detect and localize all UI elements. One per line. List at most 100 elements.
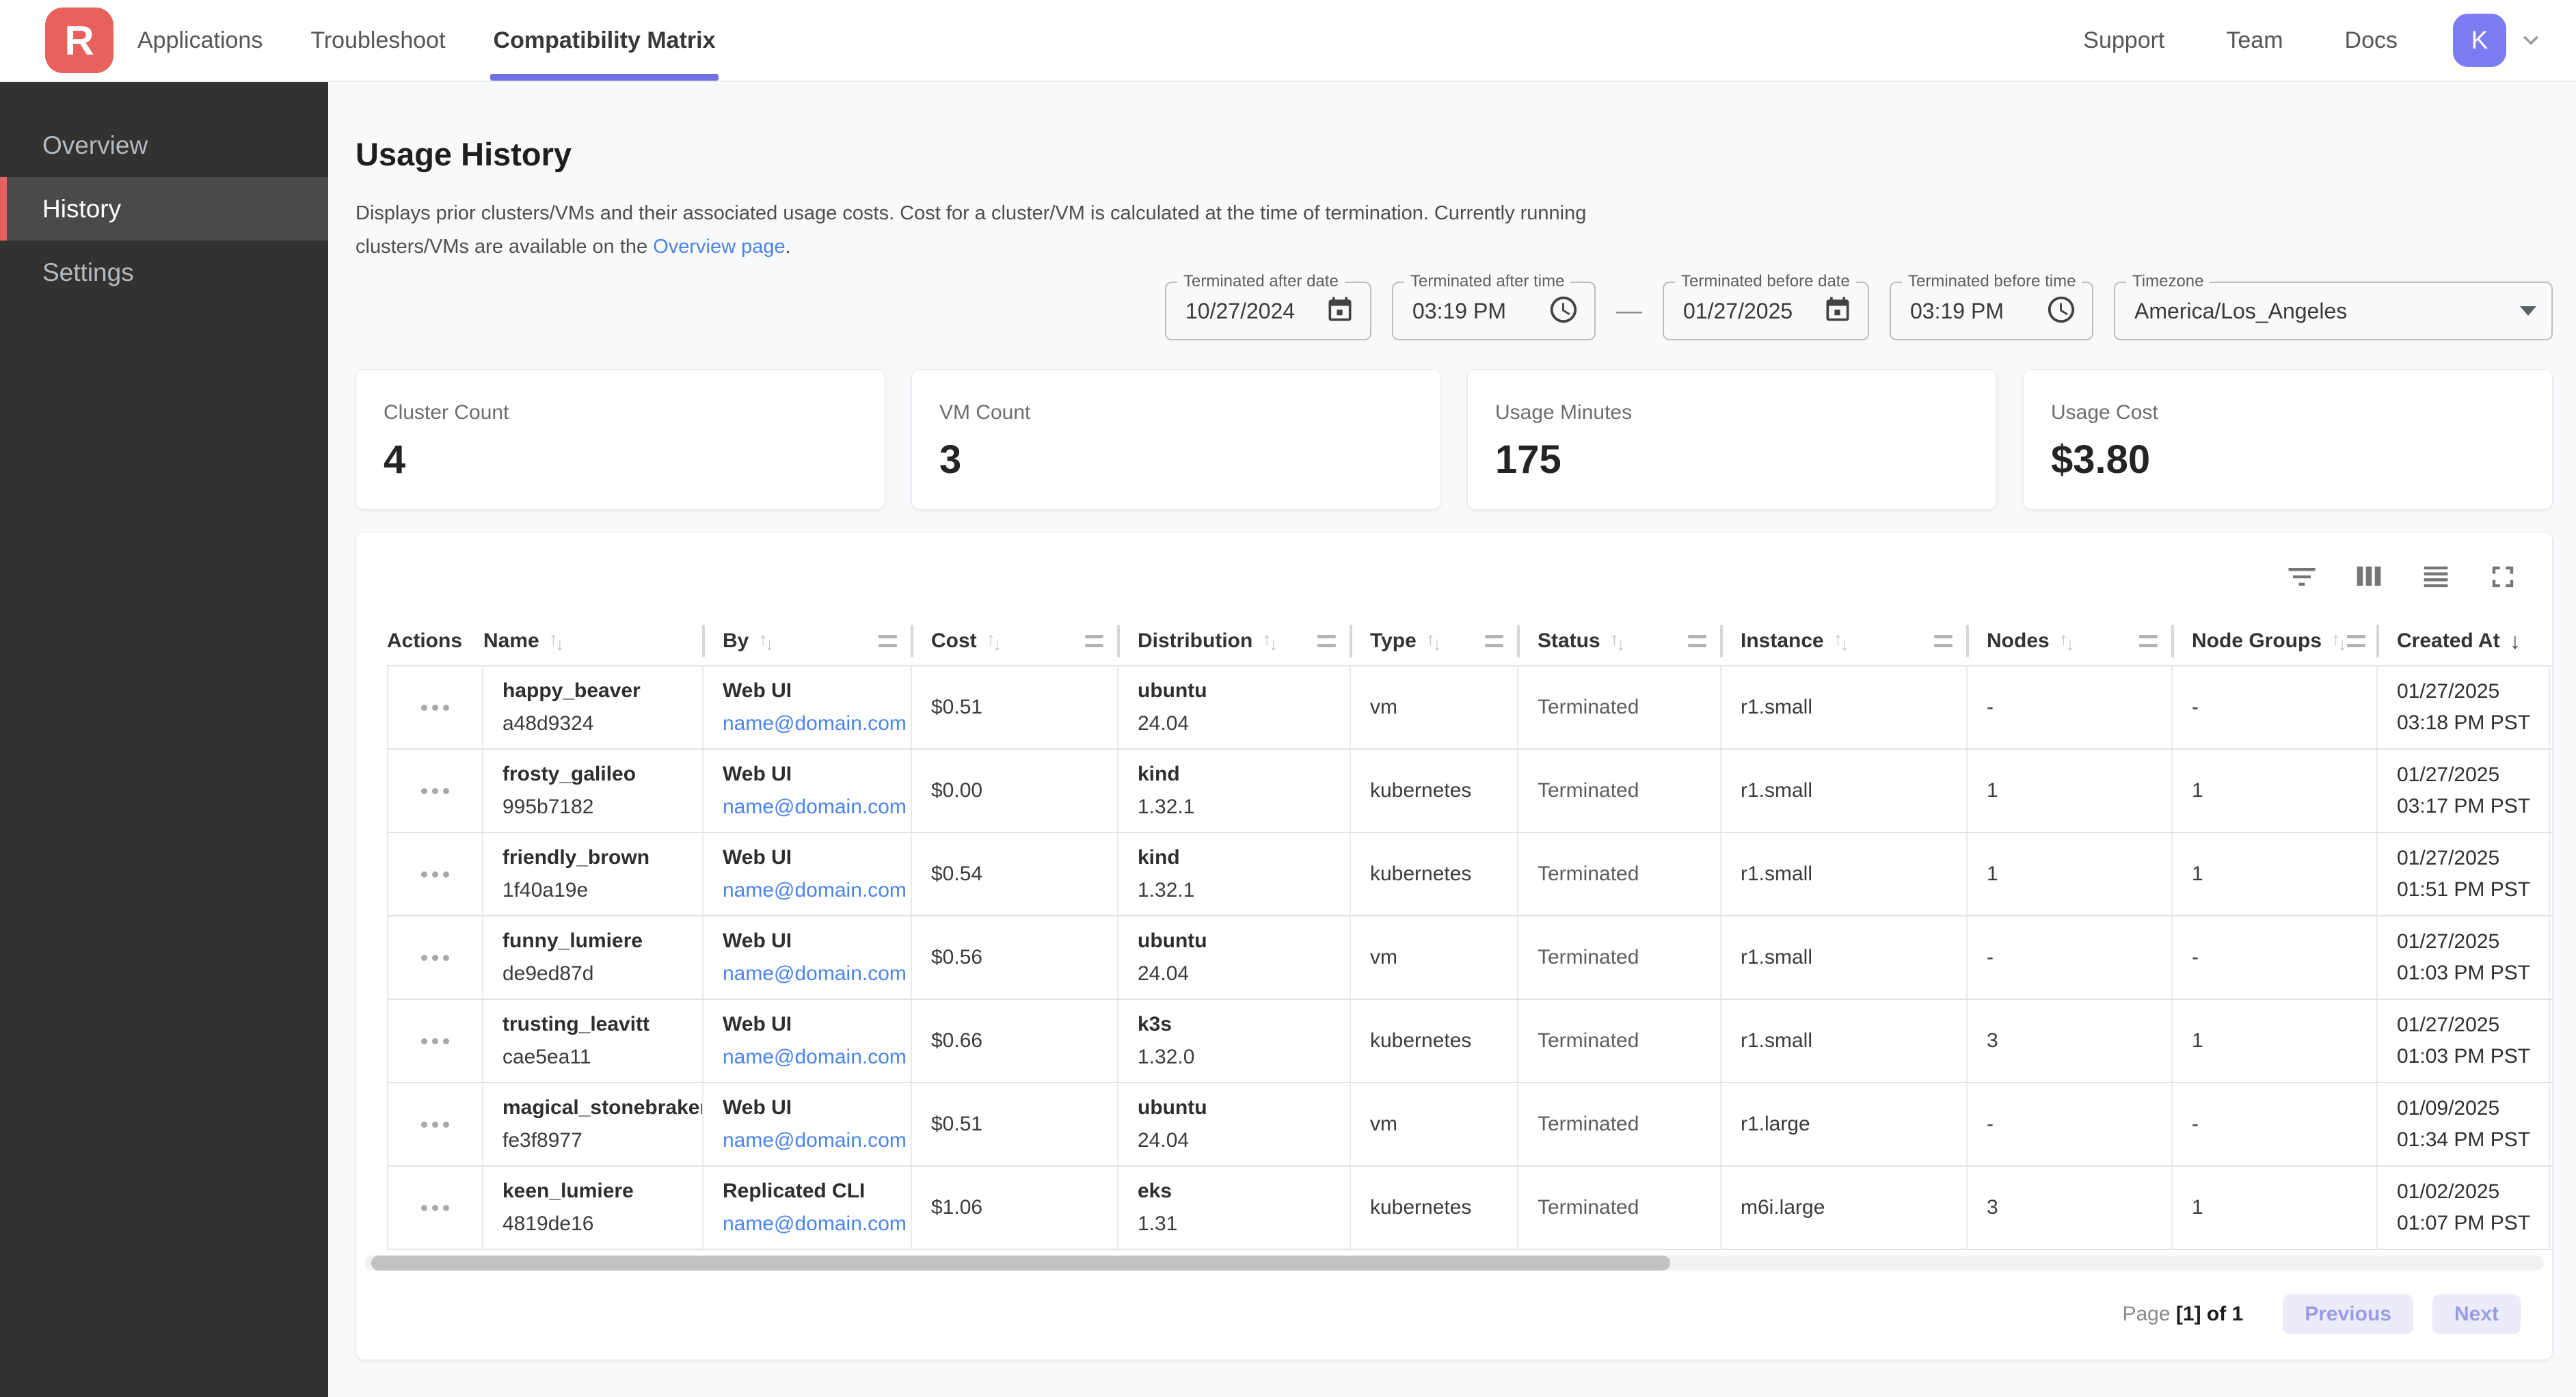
row-actions-button[interactable] <box>387 917 483 999</box>
email-link[interactable]: name@domain.com <box>723 796 907 818</box>
column-menu-icon[interactable] <box>1485 635 1503 647</box>
row-actions-button[interactable] <box>387 1167 483 1249</box>
column-header-name[interactable]: Name ↑ ↓ <box>483 617 705 665</box>
column-separator[interactable] <box>2376 625 2379 657</box>
density-icon[interactable] <box>2418 559 2454 598</box>
columns-icon[interactable] <box>2351 559 2387 598</box>
row-actions-button[interactable] <box>387 666 483 748</box>
clock-icon[interactable] <box>1548 294 1579 329</box>
column-menu-icon[interactable] <box>1688 635 1706 647</box>
column-separator[interactable] <box>1966 625 1969 657</box>
horizontal-scrollbar-thumb[interactable] <box>371 1256 1670 1271</box>
nav-item-compatibility-matrix[interactable]: Compatibility Matrix <box>470 0 740 81</box>
email-link[interactable]: name@domain.com <box>723 1212 907 1235</box>
clock-icon[interactable] <box>2045 294 2077 329</box>
column-header-cost[interactable]: Cost ↑ ↓ <box>912 617 1120 665</box>
cell-by: Web UI name@domain.com <box>703 1083 912 1165</box>
sort-icon: ↑ ↓ <box>2331 628 2348 654</box>
row-actions-button[interactable] <box>387 750 483 832</box>
column-menu-icon[interactable] <box>1085 635 1103 647</box>
next-page-button[interactable]: Next <box>2432 1294 2521 1334</box>
column-separator[interactable] <box>2171 625 2174 657</box>
terminated-after-time-field[interactable]: Terminated after time 03:19 PM <box>1392 272 1596 340</box>
sidebar-item-overview[interactable]: Overview <box>42 131 148 159</box>
cell-created-at: 01/27/2025 03:17 PM PST <box>2378 750 2550 832</box>
nav-item-troubleshoot[interactable]: Troubleshoot <box>310 27 446 53</box>
column-separator[interactable] <box>1350 625 1352 657</box>
top-navbar: R Applications Troubleshoot Compatibilit… <box>0 0 2576 82</box>
cell-name: frosty_galileo 995b7182 <box>483 750 703 832</box>
terminated-before-time-field[interactable]: Terminated before time 03:19 PM <box>1890 272 2093 340</box>
user-avatar[interactable]: K <box>2453 14 2506 67</box>
column-separator[interactable] <box>911 625 913 657</box>
sidebar: Overview History Settings <box>0 82 328 1397</box>
cell-status: Terminated <box>1518 1167 1721 1249</box>
column-header-distribution[interactable]: Distribution ↑ ↓ <box>1118 617 1352 665</box>
nav-link-support[interactable]: Support <box>2083 27 2165 53</box>
column-separator[interactable] <box>1117 625 1120 657</box>
nav-link-team[interactable]: Team <box>2226 27 2283 53</box>
chevron-down-icon[interactable] <box>2516 25 2546 55</box>
column-separator[interactable] <box>1517 625 1520 657</box>
filter-icon[interactable] <box>2284 559 2320 598</box>
usage-table-card: Actions Name ↑ ↓ By ↑ ↓ Cost ↑ ↓ Distribution ↑… <box>355 532 2553 1360</box>
calendar-icon[interactable] <box>1823 295 1853 328</box>
cell-cost: $0.56 <box>912 917 1118 999</box>
fullscreen-icon[interactable] <box>2485 559 2521 598</box>
row-actions-button[interactable] <box>387 833 483 915</box>
sidebar-item-settings[interactable]: Settings <box>42 258 134 286</box>
stat-card-usage-minutes: Usage Minutes 175 <box>1467 369 1997 510</box>
cell-nodes: - <box>1968 666 2173 748</box>
column-header-by[interactable]: By ↑ ↓ <box>703 617 913 665</box>
cell-name: funny_lumiere de9ed87d <box>483 917 703 999</box>
column-header-type[interactable]: Type ↑ ↓ <box>1351 617 1520 665</box>
column-header-status[interactable]: Status ↑ ↓ <box>1518 617 1723 665</box>
sort-icon: ↑ ↓ <box>2058 628 2075 654</box>
stat-card-vm-count: VM Count 3 <box>911 369 1441 510</box>
grid-body: happy_beaver a48d9324 Web UI name@domain.c… <box>387 665 2552 1250</box>
cell-cost: $0.51 <box>912 666 1118 748</box>
stats-row: Cluster Count 4 VM Count 3 Usage Minutes… <box>355 369 2553 510</box>
overview-page-link[interactable]: Overview page <box>653 236 786 258</box>
column-menu-icon[interactable] <box>2139 635 2158 647</box>
grid-header: Actions Name ↑ ↓ By ↑ ↓ Cost ↑ ↓ Distribution ↑… <box>387 617 2552 665</box>
cell-cost: $1.06 <box>912 1167 1118 1249</box>
cell-cost: $0.54 <box>912 833 1118 915</box>
nav-item-applications[interactable]: Applications <box>137 27 263 53</box>
column-separator[interactable] <box>702 625 705 657</box>
calendar-icon[interactable] <box>1325 295 1355 328</box>
cell-distribution: kind 1.32.1 <box>1118 833 1351 915</box>
row-actions-button[interactable] <box>387 1000 483 1082</box>
column-separator[interactable] <box>1720 625 1723 657</box>
column-menu-icon[interactable] <box>1317 635 1336 647</box>
cell-node-groups: 1 <box>2173 1000 2378 1082</box>
column-header-node-groups[interactable]: Node Groups ↑ ↓ <box>2173 617 2379 665</box>
sidebar-item-history[interactable]: History <box>0 177 328 241</box>
cell-created-at: 01/27/2025 01:51 PM PST <box>2378 833 2550 915</box>
email-link[interactable]: name@domain.com <box>723 879 907 901</box>
email-link[interactable]: name@domain.com <box>723 712 907 735</box>
column-header-created-at[interactable]: Created At ↓ <box>2397 628 2521 653</box>
column-menu-icon[interactable] <box>1934 635 1953 647</box>
previous-page-button[interactable]: Previous <box>2283 1294 2413 1334</box>
email-link[interactable]: name@domain.com <box>723 1046 907 1068</box>
cell-name: friendly_brown 1f40a19e <box>483 833 703 915</box>
column-menu-icon[interactable] <box>878 635 897 647</box>
cell-by: Web UI name@domain.com <box>703 750 912 832</box>
column-header-instance[interactable]: Instance ↑ ↓ <box>1721 617 1969 665</box>
nav-link-docs[interactable]: Docs <box>2344 27 2398 53</box>
row-actions-button[interactable] <box>387 1083 483 1165</box>
cell-nodes: - <box>1968 917 2173 999</box>
email-link[interactable]: name@domain.com <box>723 1129 907 1152</box>
column-menu-icon[interactable] <box>2347 635 2366 647</box>
horizontal-scrollbar-track[interactable] <box>364 1256 2544 1271</box>
email-link[interactable]: name@domain.com <box>723 962 907 985</box>
replicated-logo-icon[interactable]: R <box>45 8 113 73</box>
date-range-dash: — <box>1616 296 1642 325</box>
terminated-after-date-field[interactable]: Terminated after date 10/27/2024 <box>1165 272 1371 340</box>
column-header-nodes[interactable]: Nodes ↑ ↓ <box>1968 617 2174 665</box>
terminated-before-date-field[interactable]: Terminated before date 01/27/2025 <box>1663 272 1869 340</box>
cell-type: kubernetes <box>1351 1167 1518 1249</box>
timezone-select[interactable]: Timezone America/Los_Angeles <box>2114 272 2553 340</box>
secondary-nav: Support Team Docs K <box>2052 14 2546 67</box>
